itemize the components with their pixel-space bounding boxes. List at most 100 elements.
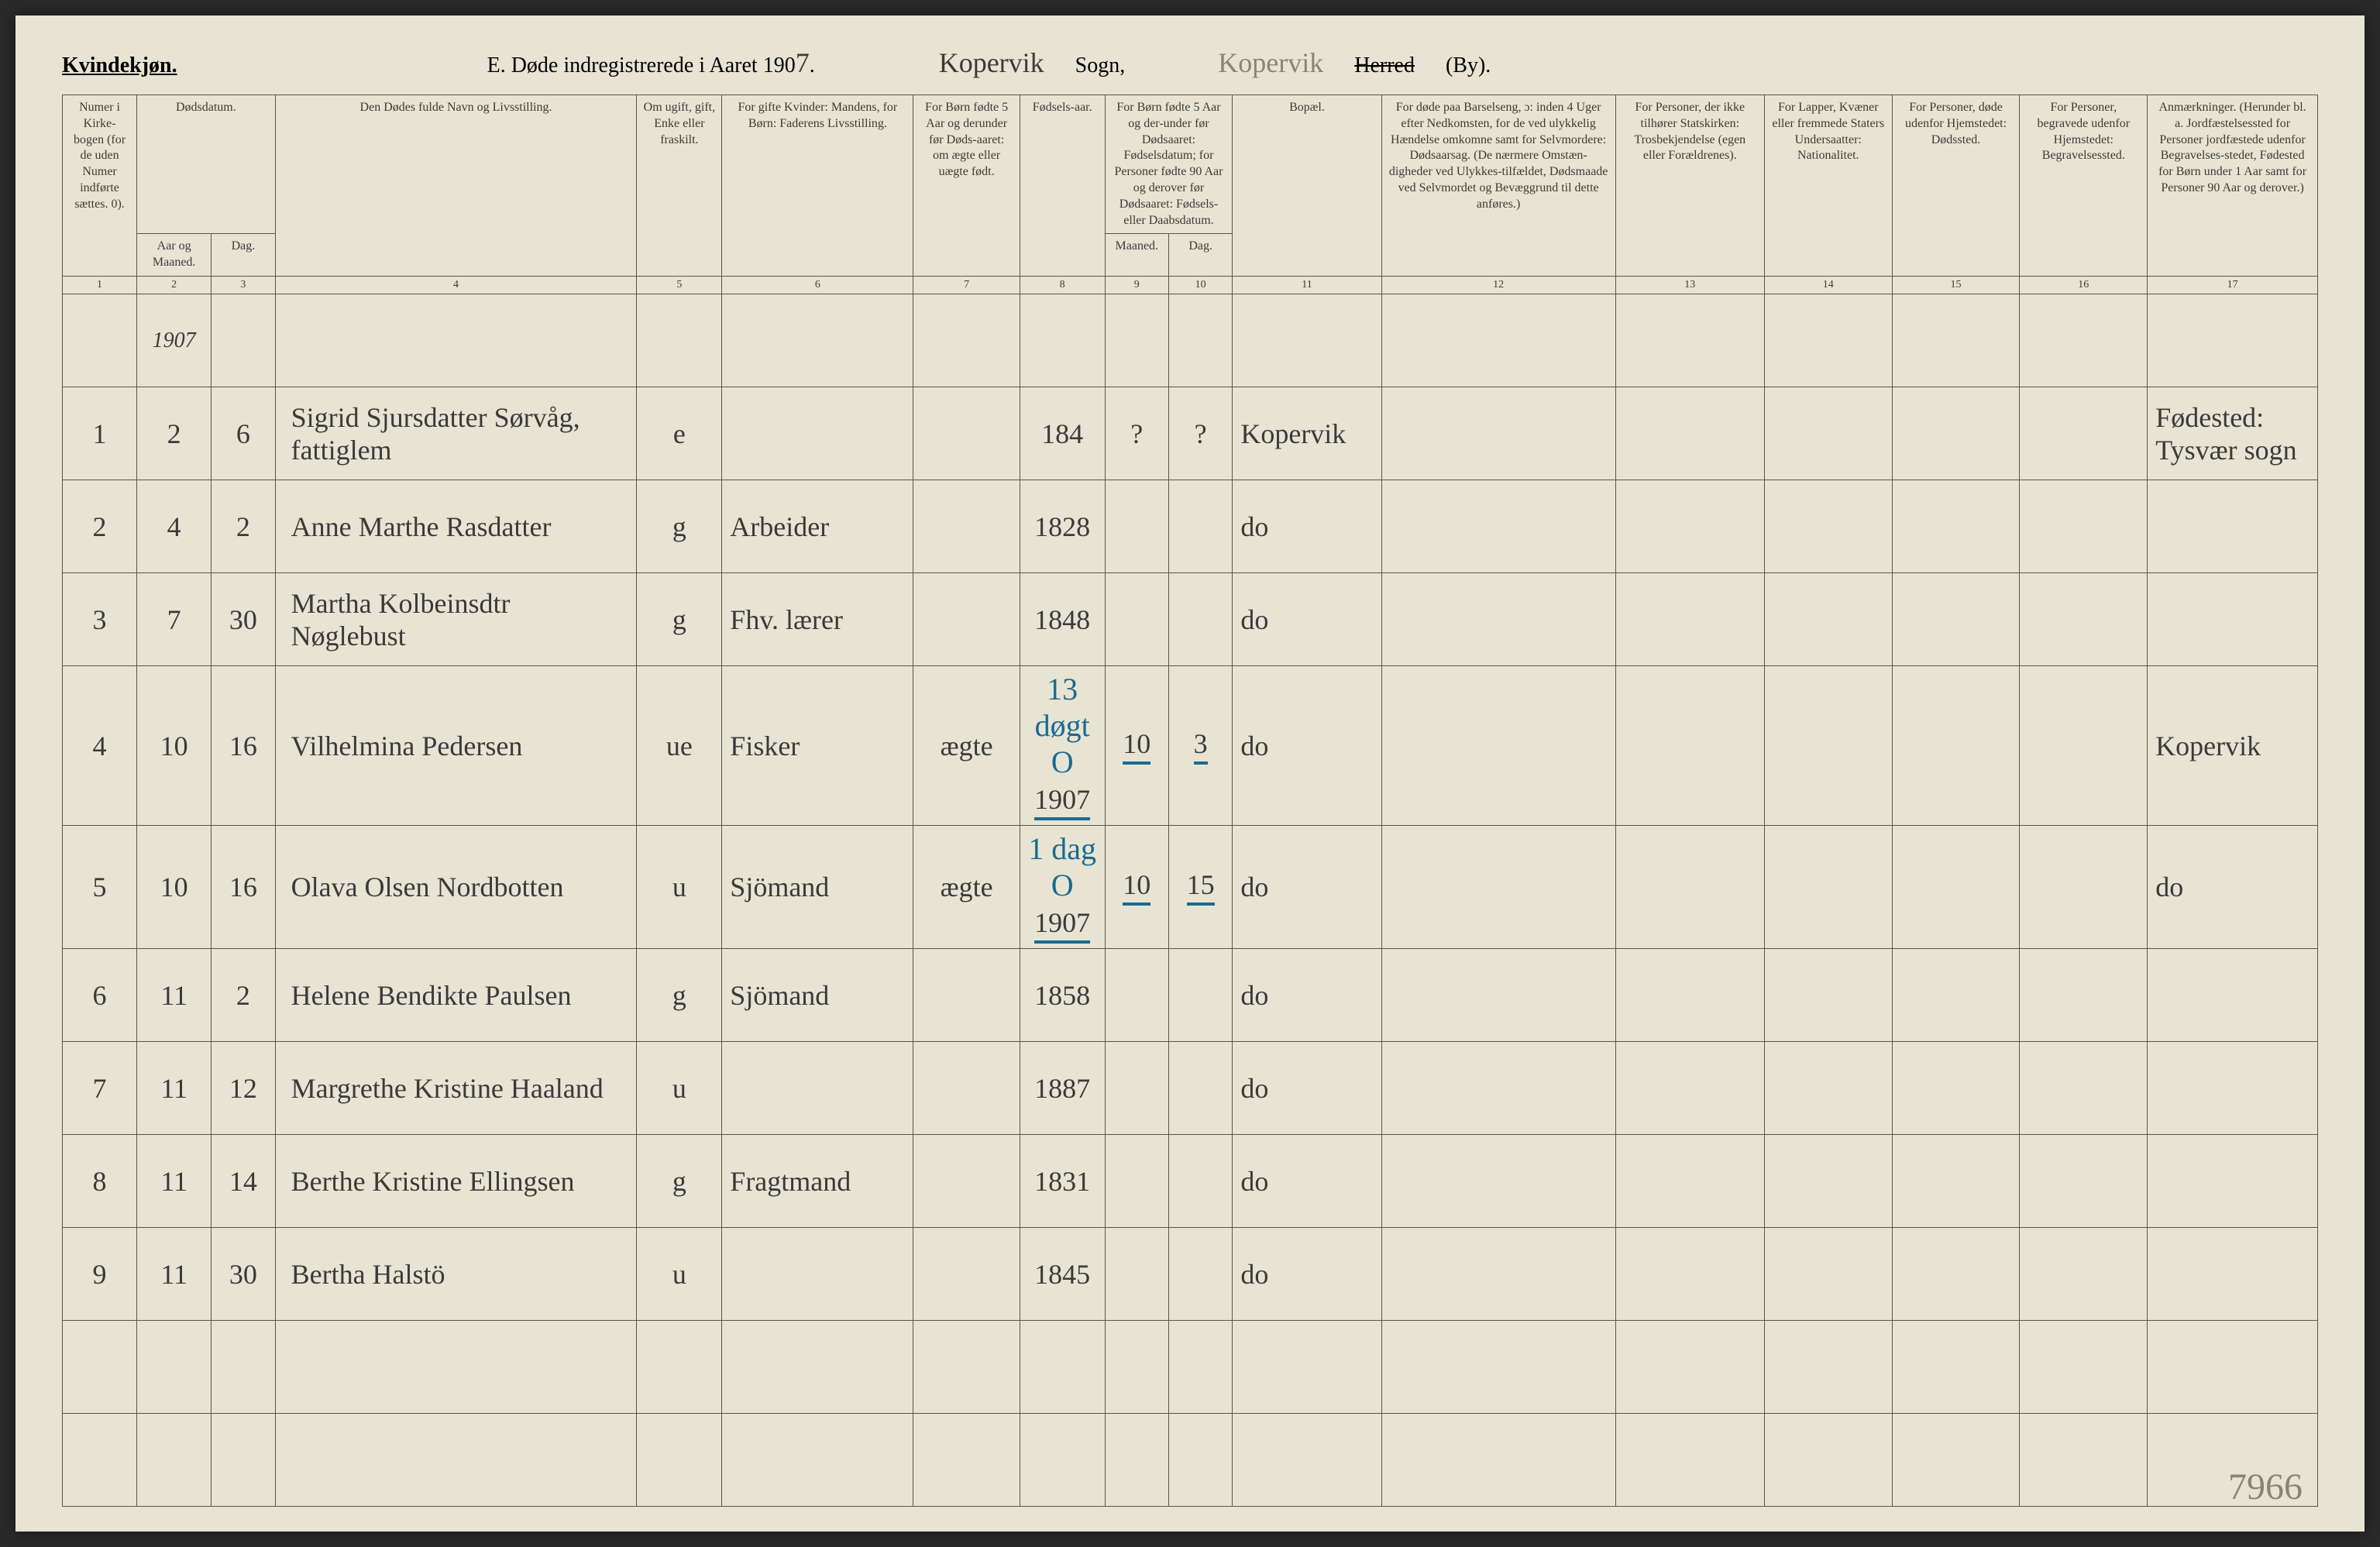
cell: ? [1105,387,1168,480]
cell [1381,666,1615,826]
cell [1168,1228,1232,1321]
cell [1892,573,2020,666]
cell: 11 [137,949,212,1042]
table-row: 3730Martha Kolbeinsdtr NøglebustgFhv. læ… [63,573,2318,666]
cell [2020,949,2148,1042]
col-header: Anmærkninger. (Herunder bl. a. Jordfæste… [2148,95,2318,277]
cell: 14 [212,1135,275,1228]
cell: 30 [212,573,275,666]
title: E. Døde indregistrerede i Aaret 1907. [487,46,815,79]
col-header: For Børn fødte 5 Aar og der-under før Dø… [1105,95,1233,234]
cell [1381,949,1615,1042]
cell: Sigrid Sjursdatter Sørvåg, fattiglem [275,387,637,480]
cell [1764,1135,1892,1228]
cell [1168,1135,1232,1228]
cell [1764,666,1892,826]
cell: 1831 [1020,1135,1105,1228]
cell: 1887 [1020,1042,1105,1135]
cell [1615,1228,1764,1321]
page-header: Kvindekjøn. E. Døde indregistrerede i Aa… [62,46,2318,79]
cell: g [637,949,722,1042]
cell: ue [637,666,722,826]
cell: ægte [913,826,1020,949]
cell [2020,387,2148,480]
cell: 10 [137,826,212,949]
year-row: 1907 [63,294,2318,387]
cell: do [1233,949,1381,1042]
cell: Sjömand [722,826,913,949]
cell [913,387,1020,480]
cell [2020,1135,2148,1228]
col-header: For Personer, der ikke tilhører Statskir… [1615,95,1764,277]
cell: 9 [63,1228,137,1321]
year-cell: 1907 [137,294,212,387]
cell [1381,480,1615,573]
cell: Arbeider [722,480,913,573]
cell [722,387,913,480]
cell [1381,1135,1615,1228]
cell [2020,480,2148,573]
cell: do [1233,480,1381,573]
cell [913,949,1020,1042]
ledger-table: Numer i Kirke-bogen (for de uden Numer i… [62,95,2318,1507]
col-subheader: Maaned. [1105,234,1168,277]
cell: Anne Marthe Rasdatter [275,480,637,573]
cell: 2 [63,480,137,573]
cell [1764,387,1892,480]
cell: 12 [212,1042,275,1135]
cell: Kopervik [1233,387,1381,480]
ledger-page: Kvindekjøn. E. Døde indregistrerede i Aa… [15,15,2365,1532]
cell: Martha Kolbeinsdtr Nøglebust [275,573,637,666]
cell [2148,1135,2318,1228]
cell: 10 [1105,826,1168,949]
cell [1381,1228,1615,1321]
column-number: 1 [63,276,137,294]
cell: do [1233,666,1381,826]
cell: 4 [137,480,212,573]
cell [722,1042,913,1135]
district-value: Kopervik [1218,46,1323,79]
cell: 13 døgt O1907 [1020,666,1105,826]
cell [1615,949,1764,1042]
cell [1105,573,1168,666]
cell [2148,573,2318,666]
cell: Fisker [722,666,913,826]
cell [1892,387,2020,480]
cell: 1 dag O1907 [1020,826,1105,949]
table-row: 242Anne Marthe RasdattergArbeider1828do [63,480,2318,573]
cell: 3 [63,573,137,666]
cell [1615,573,1764,666]
cell [2020,826,2148,949]
cell: Kopervik [2148,666,2318,826]
cell [1615,826,1764,949]
col-header: For døde paa Barselseng, ɔ: inden 4 Uger… [1381,95,1615,277]
cell: 10 [1105,666,1168,826]
cell: do [1233,1042,1381,1135]
cell [913,1135,1020,1228]
cell: 16 [212,666,275,826]
column-number: 12 [1381,276,1615,294]
cell: Olava Olsen Nordbotten [275,826,637,949]
col-header: Bopæl. [1233,95,1381,277]
cell: Helene Bendikte Paulsen [275,949,637,1042]
cell [1168,949,1232,1042]
column-number: 3 [212,276,275,294]
cell: 6 [63,949,137,1042]
cell [1892,826,2020,949]
cell [1892,1135,2020,1228]
cell: 1 [63,387,137,480]
column-number: 16 [2020,276,2148,294]
table-row: 126Sigrid Sjursdatter Sørvåg, fattigleme… [63,387,2318,480]
cell [1764,1042,1892,1135]
cell [1892,1228,2020,1321]
cell: do [1233,573,1381,666]
col-subheader: Dag. [212,234,275,277]
cell [913,1228,1020,1321]
cell [2020,573,2148,666]
col-header: Om ugift, gift, Enke eller fraskilt. [637,95,722,277]
col-header: Den Dødes fulde Navn og Livsstilling. [275,95,637,277]
cell [1615,387,1764,480]
cell [913,1042,1020,1135]
cell [1381,1042,1615,1135]
cell: 2 [212,949,275,1042]
